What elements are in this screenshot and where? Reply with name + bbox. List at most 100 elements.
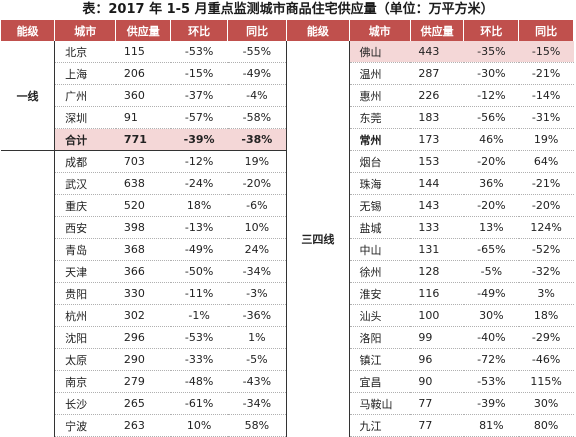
- cell-supply: 443: [410, 41, 464, 63]
- cell-city: 常州: [348, 128, 411, 151]
- cell-yoy: -36%: [227, 304, 287, 327]
- cell-city: 镇江: [348, 348, 411, 371]
- header-supply: 供应量: [115, 20, 172, 41]
- table-row: 长沙 265 -61% -34% 马鞍山 77 -39% 30%: [1, 392, 574, 415]
- tier-label-tier1: 一线: [1, 41, 55, 151]
- cell-yoy: -21%: [518, 172, 574, 195]
- cell-supply: 290: [115, 348, 171, 371]
- cell-supply: 366: [115, 260, 171, 283]
- cell-city: 青岛: [54, 238, 116, 261]
- table-row: 一线 北京 115 -53% -55% 三四线 佛山 443 -35% -15%: [1, 41, 574, 437]
- cell-supply: 265: [115, 392, 171, 415]
- cell-supply: 206: [115, 62, 171, 85]
- cell-mom: -53%: [170, 41, 228, 63]
- cell-yoy: -58%: [227, 106, 287, 129]
- cell-mom: -37%: [170, 84, 228, 107]
- cell-mom: -1%: [170, 304, 228, 327]
- table-row: 杭州 302 -1% -36% 汕头 100 30% 18%: [1, 304, 574, 327]
- table-row: 合计 771 -39% -38% 常州 173 46% 19%: [1, 128, 574, 151]
- cell-supply: 287: [410, 62, 464, 85]
- cell-city: 佛山: [348, 41, 411, 63]
- cell-city: 合计: [54, 128, 116, 151]
- cell-supply: 368: [115, 238, 171, 261]
- cell-yoy: -55%: [227, 41, 287, 63]
- cell-yoy: -31%: [518, 106, 574, 129]
- cell-mom: -57%: [170, 106, 228, 129]
- cell-yoy: 19%: [227, 150, 287, 173]
- cell-supply: 279: [115, 370, 171, 393]
- cell-yoy: -49%: [227, 62, 287, 85]
- cell-yoy: -5%: [227, 348, 287, 371]
- header-row: 能级 城市 供应量 环比 同比 能级 城市 供应量 环比 同比: [1, 20, 574, 41]
- cell-supply: 296: [115, 326, 171, 349]
- cell-city: 温州: [348, 62, 411, 85]
- cell-mom: -20%: [463, 150, 519, 173]
- cell-mom: -61%: [170, 392, 228, 415]
- table-row: 西安 398 -13% 10% 盐城 133 13% 124%: [1, 216, 574, 239]
- cell-supply: 398: [115, 216, 171, 239]
- table-row: 天津 366 -50% -34% 徐州 128 -5% -32%: [1, 260, 574, 283]
- cell-mom: -40%: [463, 326, 519, 349]
- cell-supply: 77: [410, 392, 464, 415]
- cell-supply: 302: [115, 304, 171, 327]
- cell-yoy: -15%: [518, 41, 574, 63]
- cell-yoy: -4%: [227, 84, 287, 107]
- cell-yoy: 24%: [227, 238, 287, 261]
- cell-mom: -39%: [463, 392, 519, 415]
- cell-city: 长沙: [54, 392, 116, 415]
- cell-supply: 153: [410, 150, 464, 173]
- table-row: 贵阳 330 -11% -3% 淮安 116 -49% 3%: [1, 282, 574, 305]
- cell-yoy: 64%: [518, 150, 574, 173]
- table-row: 武汉 638 -24% -20% 珠海 144 36% -21%: [1, 172, 574, 195]
- cell-yoy: -46%: [518, 348, 574, 371]
- cell-supply: 360: [115, 84, 171, 107]
- cell-city: 惠州: [348, 84, 411, 107]
- cell-mom: -56%: [463, 106, 519, 129]
- header-supply: 供应量: [410, 20, 465, 41]
- cell-yoy: -21%: [518, 62, 574, 85]
- cell-city: 成都: [54, 150, 116, 173]
- table-row: 宁波 263 10% 58% 九江 77 81% 80%: [1, 414, 574, 437]
- cell-yoy: 10%: [227, 216, 287, 239]
- cell-yoy: -20%: [227, 172, 287, 195]
- header-tier: 能级: [1, 20, 56, 41]
- cell-yoy: 1%: [227, 326, 287, 349]
- table-row: 太原 290 -33% -5% 镇江 96 -72% -46%: [1, 348, 574, 371]
- cell-yoy: -34%: [227, 392, 287, 415]
- table-row: 成都 703 -12% 19% 烟台 153 -20% 64%: [1, 150, 574, 173]
- tier-label-tier2: [1, 151, 55, 437]
- cell-yoy: 3%: [518, 282, 574, 305]
- cell-city: 贵阳: [54, 282, 116, 305]
- cell-supply: 115: [115, 41, 171, 63]
- cell-mom: 46%: [463, 128, 519, 151]
- cell-supply: 263: [115, 414, 171, 437]
- header-yoy: 同比: [518, 20, 574, 41]
- cell-yoy: -52%: [518, 238, 574, 261]
- cell-city: 汕头: [348, 304, 411, 327]
- cell-city: 盐城: [348, 216, 411, 239]
- cell-supply: 90: [410, 370, 464, 393]
- table-row: 上海 206 -15% -49% 温州 287 -30% -21%: [1, 62, 574, 85]
- cell-city: 天津: [54, 260, 116, 283]
- cell-mom: 10%: [170, 414, 228, 437]
- table-row: 南京 279 -48% -43% 宜昌 90 -53% 115%: [1, 370, 574, 393]
- header-city: 城市: [54, 20, 117, 41]
- cell-yoy: 80%: [518, 414, 574, 437]
- header-mom: 环比: [170, 20, 229, 41]
- cell-supply: 330: [115, 282, 171, 305]
- cell-supply: 128: [410, 260, 464, 283]
- cell-city: 广州: [54, 84, 116, 107]
- cell-supply: 520: [115, 194, 171, 217]
- cell-mom: -20%: [463, 194, 519, 217]
- cell-mom: -39%: [170, 128, 228, 151]
- cell-yoy: 18%: [518, 304, 574, 327]
- cell-mom: -15%: [170, 62, 228, 85]
- cell-city: 杭州: [54, 304, 116, 327]
- table-row: 沈阳 296 -53% 1% 洛阳 99 -40% -29%: [1, 326, 574, 349]
- cell-city: 上海: [54, 62, 116, 85]
- cell-supply: 771: [115, 128, 171, 151]
- supply-table: 能级 城市 供应量 环比 同比 能级 城市 供应量 环比 同比 一线 北京 115-…: [1, 20, 574, 437]
- cell-city: 洛阳: [348, 326, 411, 349]
- cell-supply: 100: [410, 304, 464, 327]
- cell-mom: -35%: [463, 41, 519, 63]
